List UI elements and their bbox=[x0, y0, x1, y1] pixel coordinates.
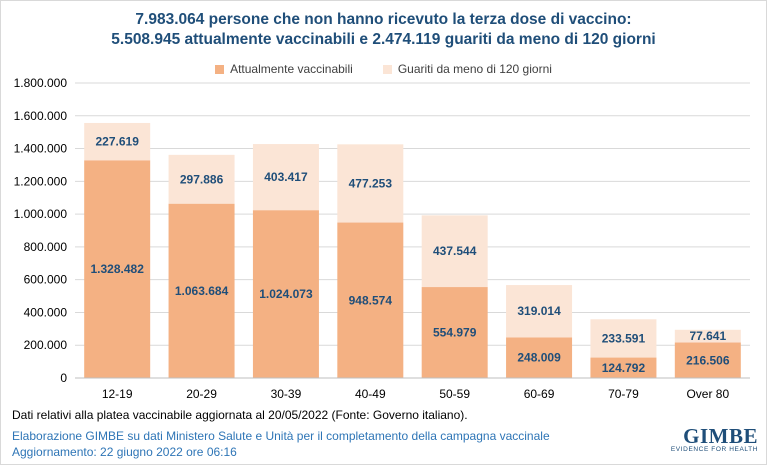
title-line-1: 7.983.064 persone che non hanno ricevuto… bbox=[135, 11, 632, 28]
data-label-guariti: 227.619 bbox=[95, 135, 139, 149]
data-label-guariti: 233.591 bbox=[602, 331, 646, 345]
bar-vaccinabili bbox=[337, 222, 404, 378]
bar-vaccinabili bbox=[506, 337, 573, 378]
footer-credit: Elaborazione GIMBE su dati Ministero Sal… bbox=[12, 429, 550, 443]
bar-guariti bbox=[590, 319, 657, 358]
y-tick-label: 600.000 bbox=[24, 273, 68, 287]
x-tick-label: 30-39 bbox=[271, 387, 302, 401]
data-label-guariti: 403.417 bbox=[264, 170, 308, 184]
data-label-guariti: 77.641 bbox=[689, 329, 726, 343]
legend-swatch-guariti bbox=[382, 64, 392, 74]
y-tick-label: 400.000 bbox=[24, 305, 68, 319]
legend-swatch-vaccinabili bbox=[215, 64, 225, 74]
y-tick-label: 800.000 bbox=[24, 240, 68, 254]
data-label-guariti: 477.253 bbox=[349, 176, 393, 190]
logo-main-text: GIMBE bbox=[683, 424, 758, 448]
bar-guariti bbox=[674, 329, 741, 343]
bar-guariti bbox=[506, 285, 573, 338]
bar-vaccinabili bbox=[84, 160, 151, 378]
x-tick-label: 70-79 bbox=[608, 387, 639, 401]
title-line-2: 5.508.945 attualmente vaccinabili e 2.47… bbox=[111, 31, 656, 48]
bar-guariti bbox=[337, 144, 404, 223]
data-label-guariti: 297.886 bbox=[180, 172, 224, 186]
data-label-vaccinabili: 1.024.073 bbox=[259, 287, 313, 301]
chart-title: 7.983.064 persone che non hanno ricevuto… bbox=[0, 10, 767, 50]
bar-vaccinabili bbox=[421, 287, 488, 378]
data-label-vaccinabili: 248.009 bbox=[517, 351, 561, 365]
data-label-vaccinabili: 948.574 bbox=[349, 293, 393, 307]
stacked-bar-chart: 0 200.000 400.000 600.000 800.000 1.000.000 1.… bbox=[14, 76, 750, 401]
bar-vaccinabili bbox=[252, 210, 319, 378]
bar-guariti bbox=[421, 215, 488, 288]
y-tick-label: 0 bbox=[60, 371, 67, 385]
legend-item-vaccinabili: Attualmente vaccinabili bbox=[215, 62, 353, 76]
logo-sub-text: EVIDENCE FOR HEALTH bbox=[670, 446, 758, 453]
data-label-vaccinabili: 124.792 bbox=[602, 361, 646, 375]
footer-note: Dati relativi alla platea vaccinabile ag… bbox=[12, 408, 468, 422]
x-tick-label: 12-19 bbox=[102, 387, 133, 401]
bar-vaccinabili bbox=[168, 203, 235, 378]
data-label-guariti: 437.544 bbox=[433, 244, 477, 258]
gimbe-logo: GIMBE EVIDENCE FOR HEALTH bbox=[668, 424, 758, 458]
bar-guariti bbox=[252, 144, 319, 211]
x-tick-label: 40-49 bbox=[355, 387, 386, 401]
x-tick-label: Over 80 bbox=[686, 387, 729, 401]
data-label-guariti: 319.014 bbox=[517, 304, 561, 318]
legend: Attualmente vaccinabili Guariti da meno … bbox=[0, 62, 767, 76]
y-tick-label: 1.400.000 bbox=[14, 142, 68, 156]
x-tick-label: 50-59 bbox=[439, 387, 470, 401]
data-label-vaccinabili: 1.063.684 bbox=[175, 284, 229, 298]
legend-label-guariti: Guariti da meno di 120 giorni bbox=[397, 62, 552, 76]
data-label-vaccinabili: 1.328.482 bbox=[90, 262, 144, 276]
y-tick-label: 1.000.000 bbox=[14, 207, 68, 221]
y-tick-label: 1.600.000 bbox=[14, 109, 68, 123]
y-tick-label: 1.800.000 bbox=[14, 76, 68, 90]
data-label-vaccinabili: 554.979 bbox=[433, 326, 477, 340]
x-tick-label: 60-69 bbox=[524, 387, 555, 401]
legend-item-guariti: Guariti da meno di 120 giorni bbox=[382, 62, 552, 76]
legend-label-vaccinabili: Attualmente vaccinabili bbox=[230, 62, 353, 76]
bar-vaccinabili bbox=[674, 342, 741, 378]
y-tick-label: 200.000 bbox=[24, 338, 68, 352]
data-label-vaccinabili: 216.506 bbox=[686, 353, 730, 367]
y-tick-label: 1.200.000 bbox=[14, 174, 68, 188]
footer-update: Aggiornamento: 22 giugno 2022 ore 06:16 bbox=[12, 445, 237, 459]
bar-guariti bbox=[84, 122, 151, 161]
x-tick-label: 20-29 bbox=[186, 387, 217, 401]
bar-vaccinabili bbox=[590, 357, 657, 378]
bar-guariti bbox=[168, 154, 235, 204]
